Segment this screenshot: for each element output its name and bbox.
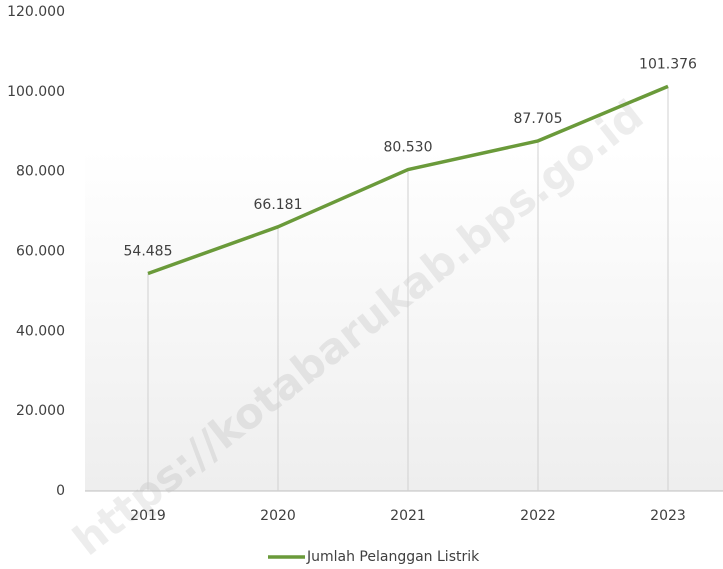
series-line	[147, 84, 669, 276]
legend-label: Jumlah Pelanggan Listrik	[306, 549, 480, 565]
y-tick-label: 0	[56, 483, 65, 499]
y-tick-label: 100.000	[7, 84, 65, 100]
data-label: 80.530	[384, 140, 433, 156]
plot-background	[85, 150, 723, 491]
x-tick-label: 2020	[260, 508, 296, 524]
x-tick-label: 2022	[520, 508, 556, 524]
data-label: 87.705	[514, 111, 563, 127]
y-tick-label: 120.000	[7, 4, 65, 20]
x-tick-label: 2021	[390, 508, 426, 524]
x-tick-label: 2019	[130, 508, 166, 524]
y-tick-label: 80.000	[16, 164, 65, 180]
data-label: 54.485	[124, 244, 173, 260]
data-label: 101.376	[639, 56, 697, 72]
y-tick-label: 40.000	[16, 323, 65, 339]
y-tick-label: 60.000	[16, 244, 65, 260]
data-label: 66.181	[254, 197, 303, 213]
y-tick-label: 20.000	[16, 403, 65, 419]
x-tick-label: 2023	[650, 508, 686, 524]
